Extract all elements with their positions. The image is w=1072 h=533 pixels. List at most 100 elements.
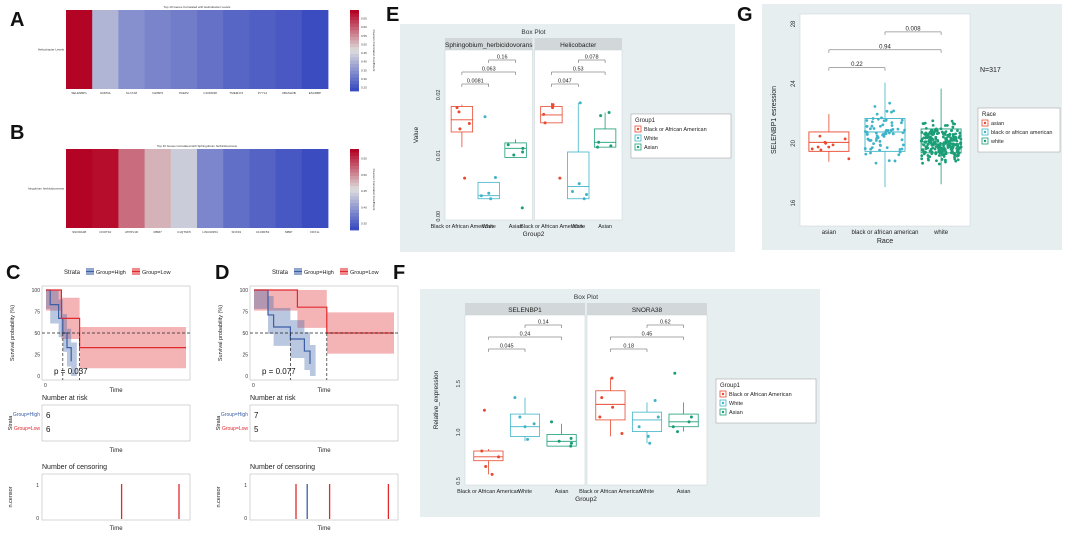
data-point [939, 142, 942, 145]
data-point [924, 140, 928, 144]
legend-box [630, 113, 732, 159]
data-point [943, 124, 947, 127]
data-point [884, 118, 888, 122]
facet-label-sphingobium-herbicidovorans: Sphingobium_herbicidovorans [445, 42, 533, 49]
heatmap-col-label-atp6v1d: ATP6V1D [125, 230, 139, 234]
data-point [957, 154, 960, 157]
data-point [551, 103, 555, 107]
data-point [810, 147, 814, 151]
legend-box [977, 107, 1061, 153]
y-tick-label: 100 [32, 288, 41, 294]
heatmap-col-label-mbip: MBIP [285, 230, 292, 234]
comparison-pvalue: 0.53 [573, 67, 584, 73]
data-point [950, 138, 954, 142]
heatmap-col-label-paep2: PAEP2 [179, 91, 189, 95]
censor-frame [249, 473, 399, 521]
data-point [944, 137, 947, 141]
colorbar-segment [350, 30, 359, 35]
risk-table-title: Number at risk [250, 395, 296, 402]
facet-label-helicobacter: Helicobacter [560, 42, 597, 49]
risk-table-frame [41, 404, 191, 442]
legend-label-group-high: Group=High [304, 270, 334, 276]
data-point [526, 437, 530, 441]
comparison-bracket [578, 59, 606, 63]
comparison-pvalue: 0.18 [623, 344, 634, 350]
heatmap-col-label-rbm7: RBM7 [154, 230, 163, 234]
colorbar-segment [350, 182, 359, 187]
data-point [928, 149, 932, 153]
y-tick-label: 100 [240, 288, 249, 294]
data-point [819, 148, 823, 152]
legend-label-black-or-african-american: black or african american [991, 130, 1052, 136]
comparison-bracket [488, 348, 526, 352]
facet-strip-helicobacter [534, 38, 622, 50]
comparison-pvalue: 0.45 [642, 332, 653, 338]
facet-strip-sphingobium-herbicidovorans [445, 38, 533, 50]
colorbar-segment [350, 155, 359, 160]
data-point [951, 122, 955, 125]
legend-label-asian: asian [991, 121, 1004, 127]
data-point [903, 128, 906, 132]
x-axis-label: Time [109, 388, 123, 394]
colorbar-segment [350, 192, 359, 197]
data-point [513, 396, 517, 400]
risk-row-value-group-high: 7 [254, 411, 259, 420]
data-point [955, 139, 959, 143]
data-point [928, 138, 932, 142]
data-point [933, 147, 937, 151]
comparison-pvalue: 0.24 [520, 332, 531, 338]
data-point [936, 145, 940, 149]
data-point [532, 422, 536, 426]
data-point [951, 125, 955, 129]
comparison-pvalue: 0.047 [558, 79, 572, 85]
heatmap-cell-igfbp3 [144, 10, 172, 89]
data-point [898, 150, 902, 154]
data-point [482, 408, 486, 412]
censor-frame [41, 473, 191, 521]
data-point [882, 119, 886, 123]
panel-label-b: B [10, 122, 25, 144]
colorbar-segment [350, 209, 359, 214]
data-point [959, 141, 962, 145]
comparison-pvalue: 0.008 [906, 26, 922, 32]
data-point [868, 139, 872, 142]
data-point [924, 126, 928, 130]
data-point [900, 121, 903, 125]
heatmap-a: Top 10 Genes Correlated with Helicobacte… [38, 5, 376, 95]
legend-label-asian: Asian [644, 145, 658, 151]
data-point [901, 131, 905, 135]
comparison-bracket [884, 31, 942, 35]
data-point [923, 121, 927, 125]
x-tick-label-black-or-african-american: Black or African American [431, 224, 494, 230]
data-point [931, 119, 935, 123]
comparison-bracket [551, 83, 579, 87]
data-point [542, 112, 546, 116]
data-point [951, 132, 955, 136]
colorbar-tick-label: 0.35 [361, 68, 367, 72]
heatmap-cell-selenbp1 [66, 10, 93, 89]
x-tick-label-black-or-african-american: Black or African American [457, 489, 520, 495]
censor-x-label: Time [317, 526, 331, 532]
data-point [920, 157, 924, 161]
x-tick-label-black-or-african-american: black or african american [851, 230, 918, 236]
data-point [872, 142, 875, 146]
data-point [557, 439, 561, 443]
data-point [954, 135, 958, 139]
y-tick-label: 75 [242, 310, 248, 316]
heatmap-col-label-snx19: SNX19 [232, 230, 242, 234]
box-asian [808, 131, 850, 152]
y-tick-label: 0 [245, 374, 248, 380]
colorbar-segment [350, 53, 359, 58]
risk-row-label-group-high: Group=High [221, 412, 248, 418]
heatmap-title: Top 10 Genes Correlated with Helicobacte… [164, 5, 231, 9]
colorbar-segment [350, 223, 359, 228]
colorbar-tick-label: 0.40 [361, 205, 367, 209]
box-helicobacter-white [567, 151, 590, 200]
x-tick-label-asian: Asian [598, 224, 612, 230]
data-point [934, 152, 938, 156]
colorbar-segment [350, 20, 359, 24]
legend-box [715, 378, 817, 424]
x-tick-label-white: White [571, 224, 585, 230]
comparison-bracket [828, 67, 886, 71]
data-point [689, 415, 693, 419]
